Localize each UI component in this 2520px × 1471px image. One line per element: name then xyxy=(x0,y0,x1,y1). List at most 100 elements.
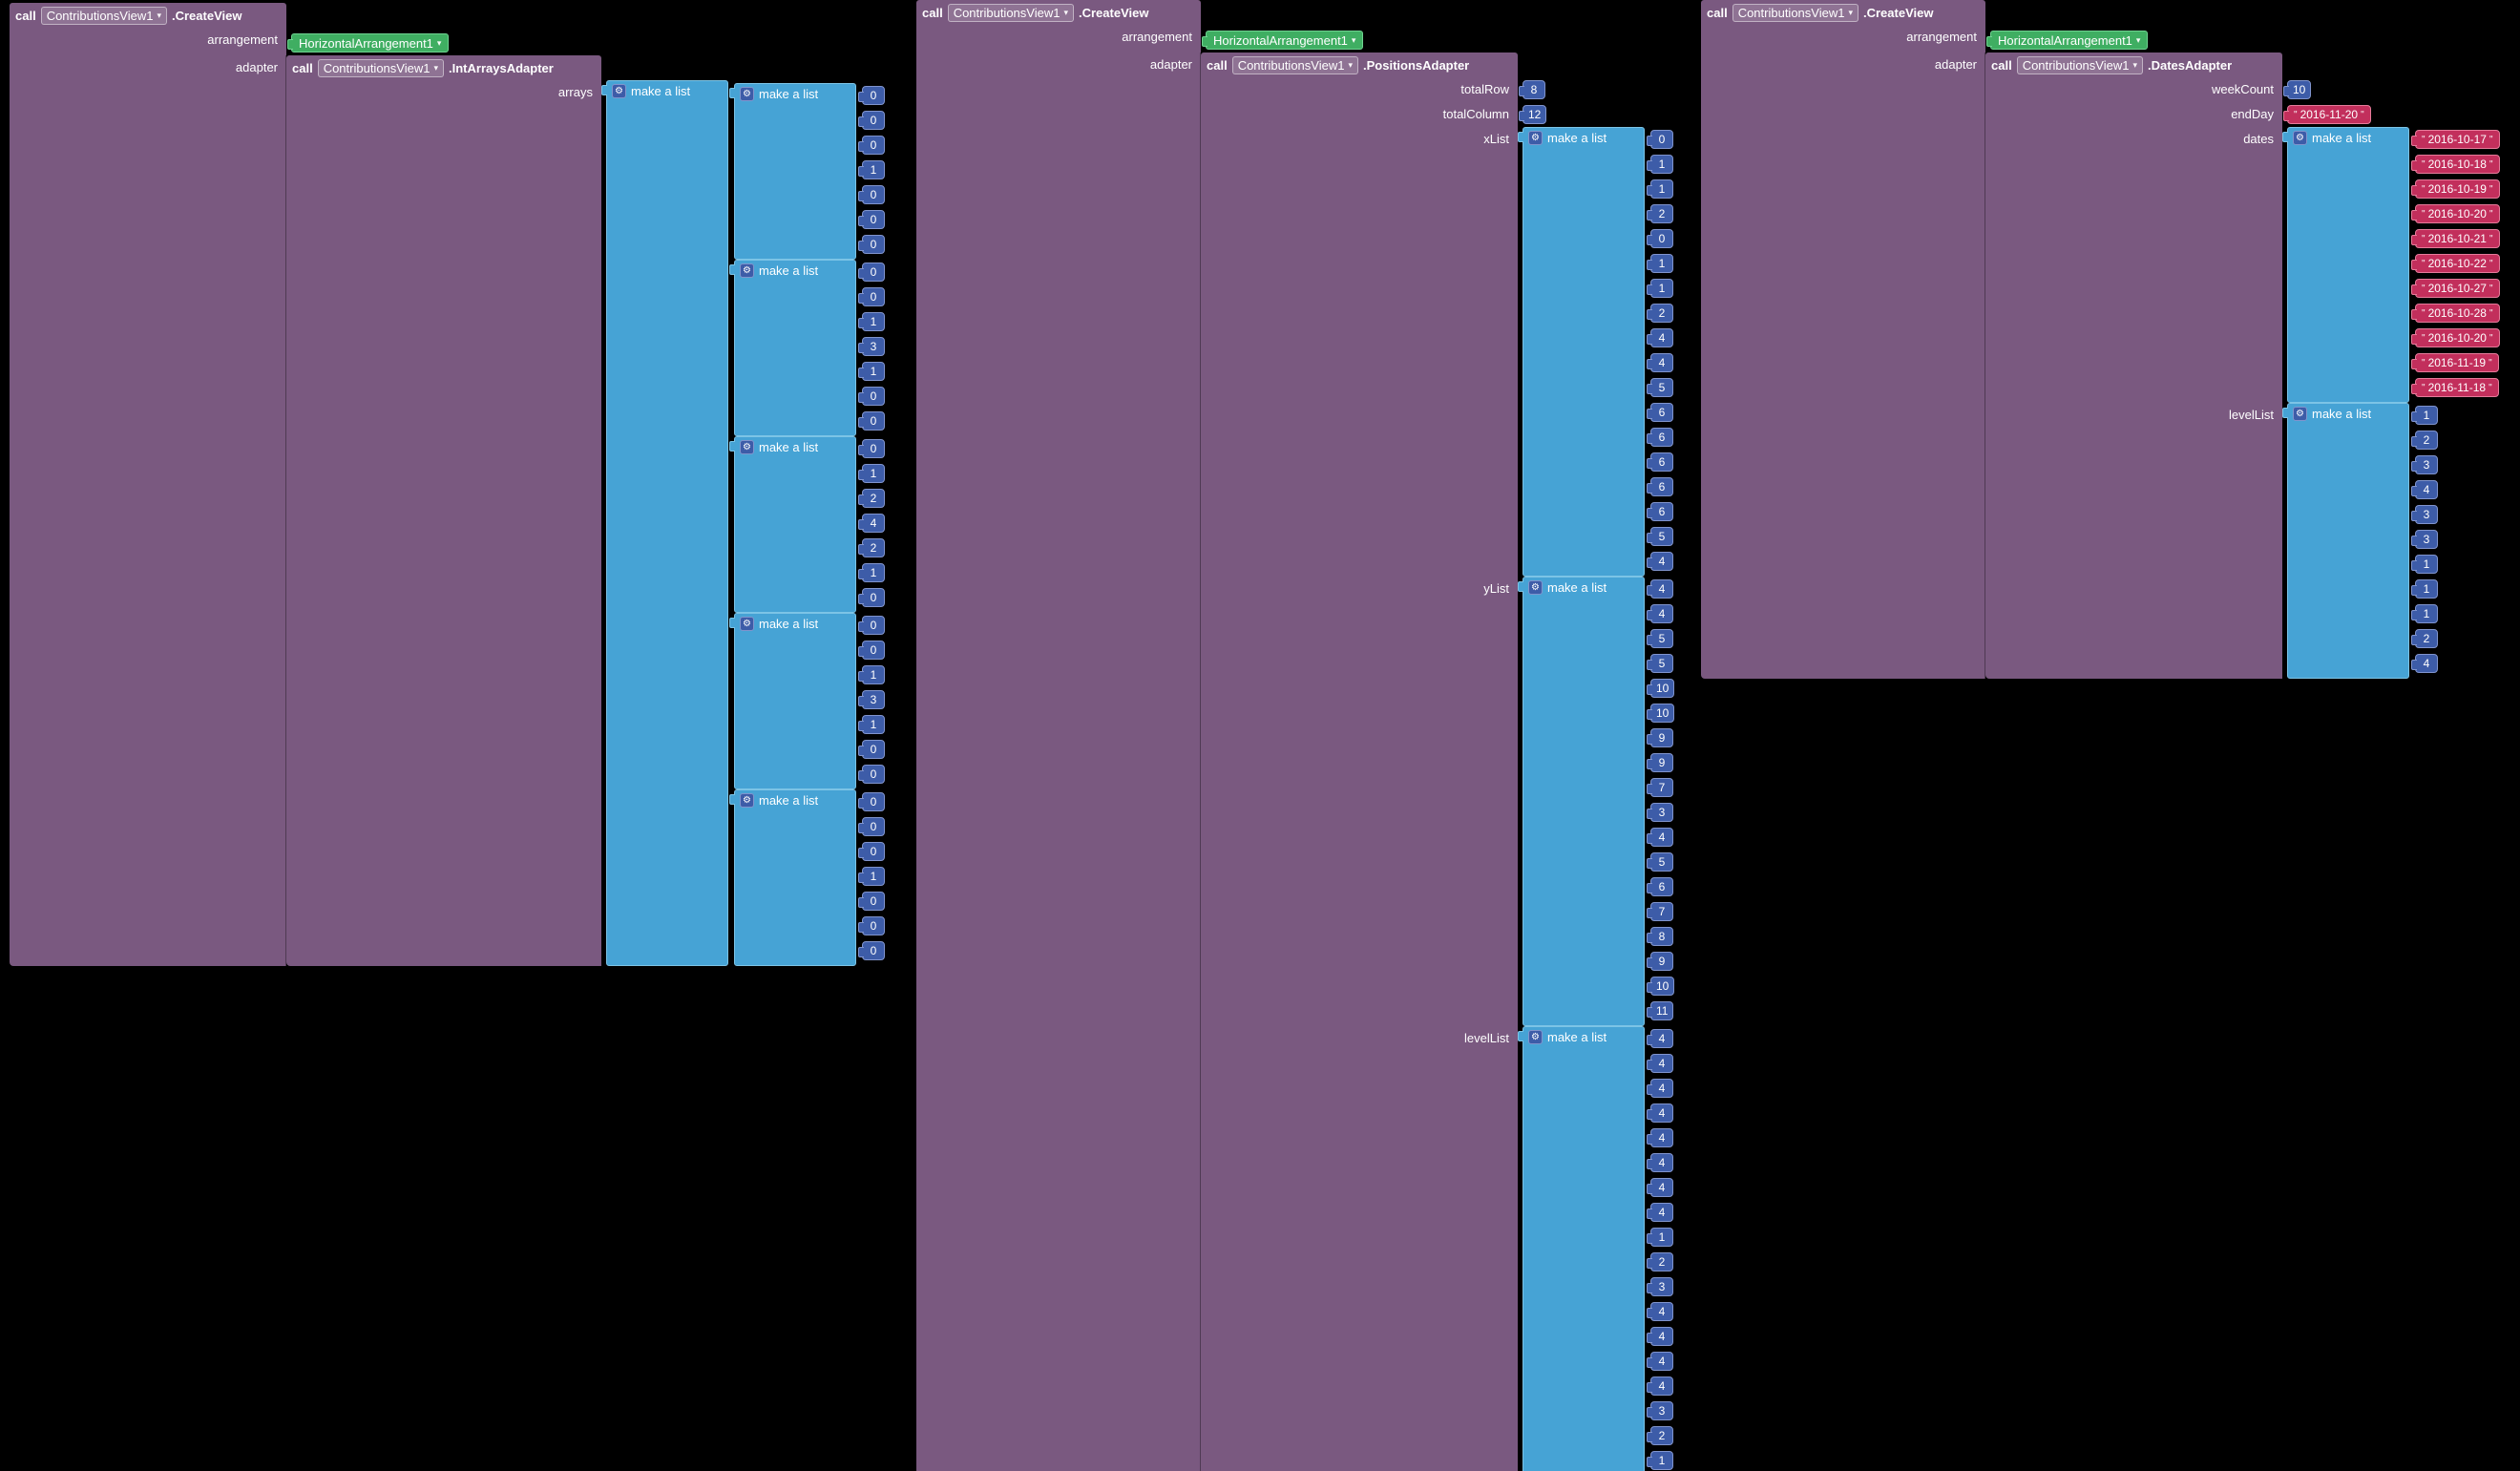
text-block[interactable]: " 2016-11-20 " xyxy=(2283,105,2371,124)
number-block[interactable]: 1 xyxy=(1647,1451,1673,1470)
number-block[interactable]: 4 xyxy=(1647,1327,1673,1346)
mutator-gear-icon[interactable]: ⚙ xyxy=(740,263,754,278)
number-block[interactable]: 2 xyxy=(2411,629,2438,648)
number-block[interactable]: 1 xyxy=(858,867,885,886)
make-a-list-block[interactable]: ⚙ make a list 0 0 1 3 1 0 0 xyxy=(729,613,885,789)
text-block[interactable]: " 2016-10-20 " xyxy=(2411,204,2500,223)
make-a-list-block[interactable]: ⚙ make a list 4 4 4 4 4 4 4 4 1 2 3 4 4 4 4 3 2 1 xyxy=(1518,1026,1673,1471)
number-block[interactable]: 5 xyxy=(1647,852,1673,872)
number-block[interactable]: 1 xyxy=(858,464,885,483)
number-block[interactable]: 3 xyxy=(858,690,885,709)
text-block[interactable]: " 2016-10-22 " xyxy=(2411,254,2500,273)
text-block[interactable]: " 2016-10-28 " xyxy=(2411,304,2500,323)
number-block[interactable]: 7 xyxy=(1647,778,1673,797)
number-block[interactable]: 1 xyxy=(2411,555,2438,574)
adapter-call-block[interactable]: call ContributionsView1 ▾ .DatesAdapter week… xyxy=(1985,53,2500,679)
make-a-list-body[interactable]: ⚙ make a list xyxy=(734,83,856,260)
mutator-gear-icon[interactable]: ⚙ xyxy=(740,617,754,631)
component-dropdown[interactable]: ContributionsView1 ▾ xyxy=(40,6,167,25)
mutator-gear-icon[interactable]: ⚙ xyxy=(2293,131,2307,145)
number-block[interactable]: 0 xyxy=(858,740,885,759)
number-block[interactable]: 1 xyxy=(858,563,885,582)
number-block[interactable]: 4 xyxy=(1647,1054,1673,1073)
number-block[interactable]: 6 xyxy=(1647,877,1673,896)
number-block[interactable]: 4 xyxy=(1647,579,1673,599)
number-block[interactable]: 9 xyxy=(1647,952,1673,971)
number-block[interactable]: 1 xyxy=(858,715,885,734)
adapter-call-block[interactable]: call ContributionsView1 ▾ .IntArraysAdapter… xyxy=(286,55,885,966)
number-block[interactable]: 1 xyxy=(858,665,885,684)
text-block[interactable]: " 2016-10-27 " xyxy=(2411,279,2500,298)
number-block[interactable]: 0 xyxy=(858,641,885,660)
number-block[interactable]: 2 xyxy=(858,538,885,557)
number-block[interactable]: 6 xyxy=(1647,477,1673,496)
createview-call-block[interactable]: call ContributionsView1 ▾ .CreateView arrang… xyxy=(10,3,885,966)
number-block[interactable]: 8 xyxy=(1519,80,1545,99)
make-a-list-body[interactable]: ⚙ make a list xyxy=(734,436,856,613)
component-dropdown[interactable]: ContributionsView1 ▾ xyxy=(2016,55,2143,74)
number-block[interactable]: 2 xyxy=(1647,304,1673,323)
call-block-dates-adapter[interactable]: call ContributionsView1 ▾ .CreateView arrang… xyxy=(1701,0,2500,679)
number-block[interactable]: 3 xyxy=(1647,1401,1673,1420)
make-a-list-body[interactable]: ⚙ make a list xyxy=(2287,127,2409,403)
number-block[interactable]: 4 xyxy=(1647,1352,1673,1371)
number-block[interactable]: 10 xyxy=(1646,679,1675,698)
number-block[interactable]: 4 xyxy=(2411,480,2438,499)
make-a-list-block[interactable]: ⚙ make a list 0 0 0 1 0 0 0 xyxy=(729,789,885,966)
number-block[interactable]: 0 xyxy=(1647,130,1673,149)
number-block[interactable]: 3 xyxy=(2411,505,2438,524)
number-block[interactable]: 1 xyxy=(858,312,885,331)
number-block[interactable]: 0 xyxy=(858,842,885,861)
number-block[interactable]: 5 xyxy=(1647,378,1673,397)
number-block[interactable]: 0 xyxy=(858,792,885,811)
make-a-list-block[interactable]: ⚙ make a list ⚙ make a list 0 0 0 1 0 0 0 ⚙ make a l… xyxy=(601,80,885,966)
make-a-list-body[interactable]: ⚙ make a list xyxy=(734,613,856,789)
make-a-list-body[interactable]: ⚙ make a list xyxy=(734,789,856,966)
make-a-list-block[interactable]: ⚙ make a list 0 1 1 2 0 1 1 2 4 4 5 6 6 6 6 6 5 4 xyxy=(1518,127,1673,577)
number-block[interactable]: 9 xyxy=(1647,728,1673,747)
number-block[interactable]: 1 xyxy=(1647,179,1673,199)
number-block[interactable]: 3 xyxy=(1647,1277,1673,1296)
number-block[interactable]: 0 xyxy=(858,616,885,635)
number-block[interactable]: 0 xyxy=(858,941,885,960)
make-a-list-block[interactable]: ⚙ make a list 0 0 0 1 0 0 0 xyxy=(729,83,885,260)
component-dropdown[interactable]: ContributionsView1 ▾ xyxy=(1231,55,1358,74)
number-block[interactable]: 2 xyxy=(1647,204,1673,223)
number-block[interactable]: 0 xyxy=(858,86,885,105)
number-block[interactable]: 5 xyxy=(1647,629,1673,648)
mutator-gear-icon[interactable]: ⚙ xyxy=(740,440,754,454)
createview-call-block[interactable]: call ContributionsView1 ▾ .CreateView arrang… xyxy=(916,0,1675,1471)
component-dropdown[interactable]: ContributionsView1 ▾ xyxy=(1732,3,1858,22)
number-block[interactable]: 4 xyxy=(1647,1178,1673,1197)
number-block[interactable]: 1 xyxy=(858,362,885,381)
number-block[interactable]: 2 xyxy=(1647,1426,1673,1445)
createview-call-block[interactable]: call ContributionsView1 ▾ .CreateView arrang… xyxy=(1701,0,2500,679)
number-block[interactable]: 10 xyxy=(1646,977,1675,996)
number-block[interactable]: 1 xyxy=(1647,155,1673,174)
number-block[interactable]: 3 xyxy=(858,337,885,356)
text-block[interactable]: " 2016-11-18 " xyxy=(2411,378,2499,397)
number-block[interactable]: 6 xyxy=(1647,403,1673,422)
text-block[interactable]: " 2016-10-17 " xyxy=(2411,130,2500,149)
number-block[interactable]: 3 xyxy=(2411,530,2438,549)
number-block[interactable]: 10 xyxy=(2282,80,2312,99)
text-block[interactable]: " 2016-10-19 " xyxy=(2411,179,2500,199)
number-block[interactable]: 4 xyxy=(1647,1079,1673,1098)
number-block[interactable]: 0 xyxy=(858,411,885,431)
call-block-int-arrays-adapter[interactable]: call ContributionsView1 ▾ .CreateView arrang… xyxy=(10,3,885,966)
text-block[interactable]: " 2016-10-18 " xyxy=(2411,155,2500,174)
text-block[interactable]: " 2016-10-20 " xyxy=(2411,328,2500,347)
number-block[interactable]: 0 xyxy=(858,765,885,784)
mutator-gear-icon[interactable]: ⚙ xyxy=(1528,1030,1543,1044)
number-block[interactable]: 4 xyxy=(1647,1302,1673,1321)
make-a-list-body[interactable]: ⚙ make a list xyxy=(734,260,856,436)
number-block[interactable]: 4 xyxy=(1647,1029,1673,1048)
number-block[interactable]: 2 xyxy=(1647,1252,1673,1271)
number-block[interactable]: 3 xyxy=(1647,803,1673,822)
number-block[interactable]: 6 xyxy=(1647,502,1673,521)
number-block[interactable]: 1 xyxy=(1647,1228,1673,1247)
number-block[interactable]: 4 xyxy=(1647,604,1673,623)
number-block[interactable]: 4 xyxy=(1647,1128,1673,1147)
arrangement-component-block[interactable]: HorizontalArrangement1 ▾ xyxy=(286,33,450,53)
